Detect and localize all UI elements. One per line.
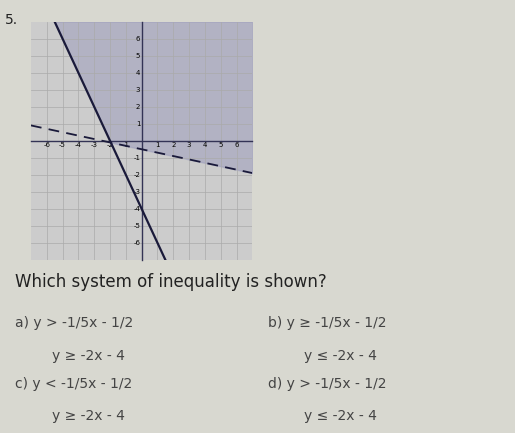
Text: a) y > -1/5x - 1/2: a) y > -1/5x - 1/2 (15, 316, 134, 330)
Text: d) y > -1/5x - 1/2: d) y > -1/5x - 1/2 (268, 377, 386, 391)
Text: c) y < -1/5x - 1/2: c) y < -1/5x - 1/2 (15, 377, 133, 391)
Text: y ≥ -2x - 4: y ≥ -2x - 4 (52, 409, 125, 423)
Text: y ≥ -2x - 4: y ≥ -2x - 4 (52, 349, 125, 362)
Text: Which system of inequality is shown?: Which system of inequality is shown? (15, 273, 327, 291)
Text: b) y ≥ -1/5x - 1/2: b) y ≥ -1/5x - 1/2 (268, 316, 386, 330)
Text: 5.: 5. (5, 13, 18, 27)
Text: y ≤ -2x - 4: y ≤ -2x - 4 (304, 349, 377, 362)
Text: y ≤ -2x - 4: y ≤ -2x - 4 (304, 409, 377, 423)
